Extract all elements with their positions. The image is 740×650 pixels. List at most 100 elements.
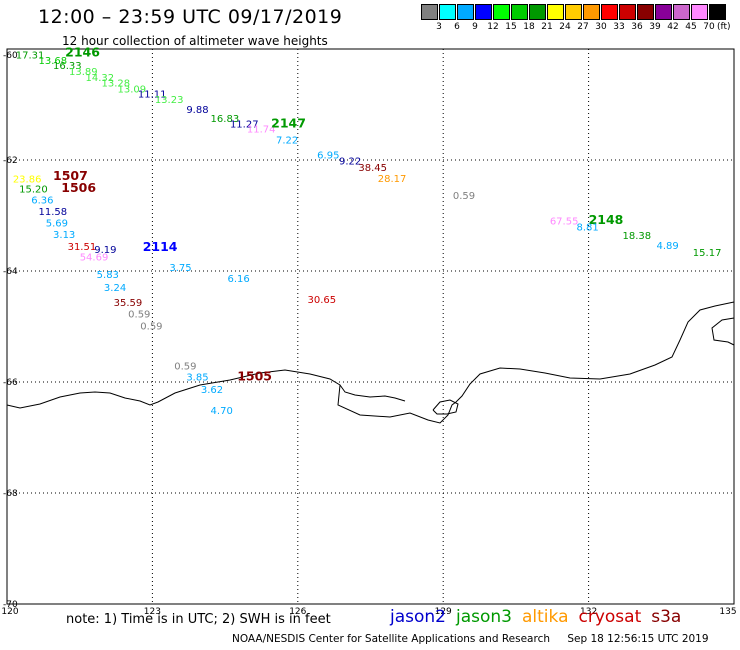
pass-id-label: 1505 (237, 368, 272, 383)
lon-tick-label: 135 (719, 607, 736, 617)
wave-height-label: 15.20 (19, 184, 48, 195)
wave-height-label: 13.23 (155, 95, 184, 106)
wave-height-label: 54.69 (80, 253, 109, 264)
pass-id-label: 1507 (53, 168, 88, 183)
legend-level: 33 (613, 22, 625, 32)
lat-lon-grid (7, 49, 734, 604)
wave-height-label: 28.17 (378, 174, 407, 185)
legend-swatch (583, 4, 600, 20)
wave-height-label: 4.70 (211, 406, 233, 417)
wave-height-label: 3.24 (104, 283, 126, 294)
wave-height-label: 67.55 (550, 216, 579, 227)
legend-swatch (565, 4, 582, 20)
wave-height-label: 16.83 (211, 114, 240, 125)
satellite-name: jason2 (390, 607, 446, 627)
legend-level: 42 (667, 22, 679, 32)
lat-tick-label: -62 (3, 156, 18, 166)
wave-height-label: 6.16 (228, 274, 250, 285)
legend-swatch (619, 4, 636, 20)
legend-level: 15 (505, 22, 517, 32)
legend-unit: (ft) (717, 22, 731, 32)
wave-height-label: 3.62 (201, 385, 223, 396)
legend-swatch (637, 4, 654, 20)
wave-height-label: 31.51 (68, 242, 97, 253)
coastline-east-bay (711, 317, 735, 346)
legend-swatch (493, 4, 510, 20)
lon-tick-label: 120 (1, 607, 18, 617)
lat-tick-label: -68 (3, 489, 18, 499)
legend-swatch (547, 4, 564, 20)
credit-text: NOAA/NESDIS Center for Satellite Applica… (232, 633, 550, 645)
lat-tick-label: -70 (3, 600, 18, 610)
wave-height-label: 23.86 (13, 174, 42, 185)
legend-level: 70 (703, 22, 715, 32)
wave-height-label: 7.22 (276, 135, 298, 146)
legend-level: 9 (472, 22, 478, 32)
legend-level: 18 (523, 22, 535, 32)
wave-height-label: 9.19 (94, 245, 116, 256)
wave-height-label: 17.31 (16, 51, 45, 62)
legend-swatch (709, 4, 726, 20)
axis-labels: 120 123 126 129 132 135 -60 -62 -64 -66 -68 -70 (1, 51, 736, 617)
lon-tick-label: 126 (289, 607, 306, 617)
legend-swatch (673, 4, 690, 20)
pass-id-label: 1506 (61, 180, 96, 195)
wave-height-label: 11.74 (247, 124, 276, 135)
legend-level: 30 (595, 22, 607, 32)
credit-timestamp: Sep 18 12:56:15 UTC 2019 (567, 633, 709, 645)
wave-height-label: 8.81 (576, 223, 598, 234)
legend-swatch (601, 4, 618, 20)
lon-tick-label: 129 (435, 607, 452, 617)
satellite-name: jason3 (456, 607, 512, 627)
map-frame (6, 48, 735, 605)
satellite-legend: jason2 jason3 altika cryosat s3a (390, 607, 691, 627)
pass-id-label: 2146 (65, 44, 100, 59)
legend-swatch (475, 4, 492, 20)
lat-tick-label: -66 (3, 378, 18, 388)
wave-height-label: 13.89 (69, 67, 98, 78)
wave-height-label: 18.38 (623, 231, 652, 242)
legend-level: 36 (631, 22, 643, 32)
satellite-name: s3a (651, 607, 682, 627)
wave-height-label: 30.65 (307, 295, 336, 306)
map-title: 12:00 – 23:59 UTC 09/17/2019 (38, 6, 343, 28)
lat-tick-label: -60 (3, 51, 18, 61)
wave-height-label: 9.88 (186, 105, 208, 116)
lon-tick-label: 132 (580, 607, 597, 617)
wave-height-label: 38.45 (358, 163, 387, 174)
wave-height-label: 5.83 (97, 270, 119, 281)
lat-tick-label: -64 (3, 267, 18, 277)
wave-height-label: 3.13 (53, 230, 75, 241)
map-subtitle: 12 hour collection of altimeter wave hei… (62, 34, 328, 48)
wave-height-label: 11.27 (230, 119, 259, 130)
wave-height-label: 11.11 (138, 89, 167, 100)
wave-height-label: 13.09 (118, 84, 147, 95)
pass-id-label: 2147 (271, 115, 306, 130)
wave-height-label: 15.17 (693, 248, 722, 259)
satellite-name: altika (522, 607, 569, 627)
wave-height-label: 0.59 (453, 191, 475, 202)
legend-swatch (421, 4, 438, 20)
legend-level: 3 (436, 22, 442, 32)
lon-tick-label: 123 (144, 607, 161, 617)
wave-height-label: 11.58 (39, 207, 68, 218)
legend-level: 24 (559, 22, 571, 32)
legend-level: 21 (541, 22, 553, 32)
wave-height-label: 4.89 (656, 241, 678, 252)
wave-height-label: 0.59 (174, 361, 196, 372)
legend-swatch (691, 4, 708, 20)
legend-level: 39 (649, 22, 661, 32)
legend-level: 12 (487, 22, 499, 32)
pass-id-label: 2114 (143, 239, 178, 254)
wave-height-label: 6.95 (317, 150, 339, 161)
wave-height-label: 16.33 (53, 61, 82, 72)
wave-height-label: 3.85 (186, 372, 208, 383)
wave-height-label: 35.59 (114, 298, 143, 309)
legend-level: 45 (685, 22, 697, 32)
wave-height-label: 0.59 (140, 321, 162, 332)
legend-level: 6 (454, 22, 460, 32)
wave-height-label: 14.32 (86, 73, 115, 84)
legend-swatch (457, 4, 474, 20)
satellite-name: cryosat (578, 607, 642, 627)
